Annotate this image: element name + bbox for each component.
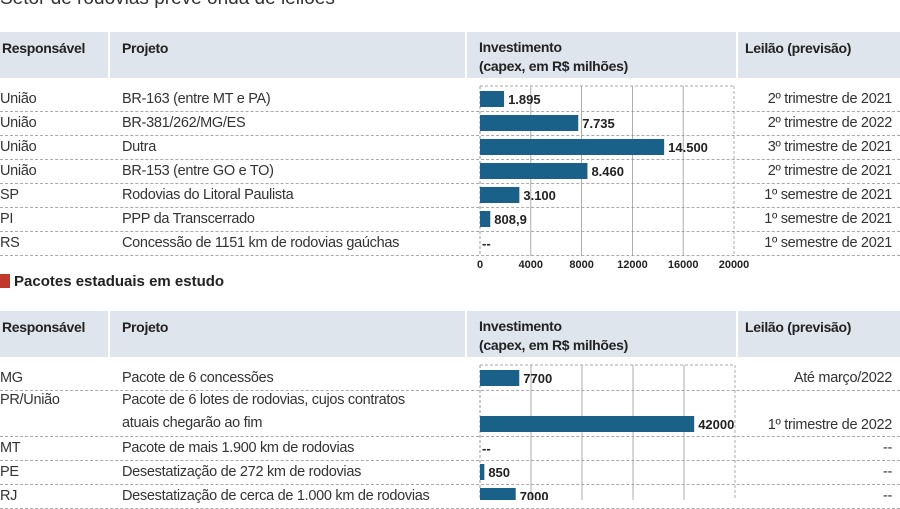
bar bbox=[480, 115, 579, 131]
table-row: MG Pacote de 6 concessões Até março/2022 bbox=[0, 367, 900, 391]
cell-leilao: 2º trimestre de 2021 bbox=[767, 91, 893, 107]
header-responsavel: Responsável bbox=[2, 40, 86, 56]
bar-value-label: 42000 bbox=[698, 417, 734, 432]
section-heading: Pacotes estaduais em estudo bbox=[0, 273, 224, 290]
bar-value-label: 3.100 bbox=[523, 188, 556, 203]
bar bbox=[480, 488, 516, 500]
cell-projeto: Pacote de mais 1.900 km de rodovias bbox=[122, 440, 355, 456]
x-tick-label: 20000 bbox=[719, 259, 750, 271]
bar bbox=[480, 464, 485, 480]
header-responsavel: Responsável bbox=[2, 319, 86, 335]
table-row: PR/União Pacote de 6 lotes de rodovias, c… bbox=[0, 391, 900, 437]
cell-leilao: 1º semestre de 2021 bbox=[764, 187, 892, 203]
cell-projeto: BR-381/262/MG/ES bbox=[122, 115, 246, 131]
section-title: Pacotes estaduais em estudo bbox=[14, 273, 225, 290]
cell-leilao: 3º trimestre de 2021 bbox=[767, 139, 893, 155]
cell-responsavel: SP bbox=[0, 187, 19, 203]
header-leilao: Leilão (previsão) bbox=[745, 319, 852, 335]
table-row: União BR-153 (entre GO e TO) 2º trimestre … bbox=[0, 160, 900, 184]
cell-responsavel: MG bbox=[0, 370, 23, 386]
bar bbox=[480, 211, 491, 227]
header-investimento-line2: (capex, em R$ milhões) bbox=[479, 58, 629, 74]
cell-projeto: BR-163 (entre MT e PA) bbox=[122, 91, 271, 107]
x-tick-label: 8000 bbox=[569, 259, 593, 271]
header-projeto: Projeto bbox=[122, 319, 169, 335]
table-header-2: Responsável Projeto Investimento (capex, … bbox=[0, 311, 900, 357]
cell-leilao: -- bbox=[882, 464, 892, 480]
x-tick-label: 0 bbox=[477, 259, 483, 271]
table-row: MT Pacote de mais 1.900 km de rodovias -- bbox=[0, 437, 900, 461]
header-investimento-line1: Investimento bbox=[479, 318, 562, 334]
bar-value-label: 7000 bbox=[520, 489, 549, 500]
cell-projeto-line2: atuais chegarão ao fim bbox=[122, 415, 263, 431]
bar-value-label: 850 bbox=[488, 465, 510, 480]
bar-value-label: -- bbox=[482, 236, 491, 251]
chart-title: Setor de rodovias prevê onda de leilões bbox=[0, 0, 335, 10]
table-row: União BR-163 (entre MT e PA) 2º trimestre … bbox=[0, 88, 900, 112]
bar-value-label: 8.460 bbox=[591, 164, 624, 179]
header-leilao: Leilão (previsão) bbox=[745, 40, 852, 56]
cell-responsavel: PE bbox=[0, 464, 19, 480]
table-row: União BR-381/262/MG/ES 2º trimestre de 202… bbox=[0, 112, 900, 136]
table-row: RS Concessão de 1151 km de rodovias gaúch… bbox=[0, 232, 900, 256]
x-tick-label: 4000 bbox=[519, 259, 543, 271]
cell-responsavel: PI bbox=[0, 211, 14, 227]
bar bbox=[480, 416, 695, 432]
cell-projeto: BR-153 (entre GO e TO) bbox=[122, 163, 274, 179]
bar bbox=[480, 163, 588, 179]
table-row: PE Desestatização de 272 km de rodovias -- bbox=[0, 461, 900, 485]
cell-projeto: Dutra bbox=[122, 139, 156, 155]
x-tick-label: 16000 bbox=[668, 259, 699, 271]
cell-leilao: 1º semestre de 2021 bbox=[764, 211, 892, 227]
bar bbox=[480, 370, 520, 386]
bar-value-label: 808,9 bbox=[494, 212, 527, 227]
cell-projeto: PPP da Transcerrado bbox=[122, 211, 255, 227]
cell-projeto: Concessão de 1151 km de rodovias gaúchas bbox=[122, 235, 400, 251]
x-tick-label: 12000 bbox=[617, 259, 648, 271]
cell-projeto: Pacote de 6 concessões bbox=[122, 370, 274, 386]
cell-leilao: -- bbox=[882, 488, 892, 504]
cell-responsavel: União bbox=[0, 91, 37, 107]
header-investimento-line1: Investimento bbox=[479, 39, 562, 55]
bar-value-label: 7.735 bbox=[582, 116, 615, 131]
table-row: União Dutra 3º trimestre de 2021 bbox=[0, 136, 900, 160]
bar-value-label: 1.895 bbox=[508, 92, 541, 107]
cell-leilao: 1º trimestre de 2022 bbox=[767, 417, 893, 433]
table-row: PI PPP da Transcerrado 1º semestre de 2021 bbox=[0, 208, 900, 232]
cell-projeto: Desestatização de 272 km de rodovias bbox=[122, 464, 362, 480]
cell-projeto: Pacote de 6 lotes de rodovias, cujos con… bbox=[122, 392, 405, 408]
bar bbox=[480, 187, 520, 203]
cell-responsavel: MT bbox=[0, 440, 21, 456]
bar-value-label: 14.500 bbox=[668, 140, 708, 155]
cell-leilao: 2º trimestre de 2022 bbox=[767, 115, 893, 131]
cell-responsavel: União bbox=[0, 163, 37, 179]
cell-leilao: -- bbox=[882, 440, 892, 456]
bar-value-label: -- bbox=[482, 441, 491, 456]
bar-value-label: 7700 bbox=[523, 371, 552, 386]
bar bbox=[480, 139, 665, 155]
section-marker bbox=[0, 274, 10, 288]
cell-responsavel: União bbox=[0, 139, 37, 155]
cell-leilao: 2º trimestre de 2021 bbox=[767, 163, 893, 179]
cell-responsavel: União bbox=[0, 115, 37, 131]
bar bbox=[480, 91, 505, 107]
header-investimento-line2: (capex, em R$ milhões) bbox=[479, 337, 629, 353]
header-projeto: Projeto bbox=[122, 40, 169, 56]
cell-leilao: 1º semestre de 2021 bbox=[764, 235, 892, 251]
header-investimento: Investimento (capex, em R$ milhões) bbox=[479, 38, 628, 76]
table-header-1: Responsável Projeto Investimento (capex, … bbox=[0, 32, 900, 78]
header-investimento: Investimento (capex, em R$ milhões) bbox=[479, 317, 628, 355]
cell-responsavel: RS bbox=[0, 235, 20, 251]
cell-leilao: Até março/2022 bbox=[793, 370, 892, 386]
table-row: SP Rodovias do Litoral Paulista 1º semestr… bbox=[0, 184, 900, 208]
cell-responsavel: PR/União bbox=[0, 392, 60, 408]
cell-projeto: Rodovias do Litoral Paulista bbox=[122, 187, 294, 203]
